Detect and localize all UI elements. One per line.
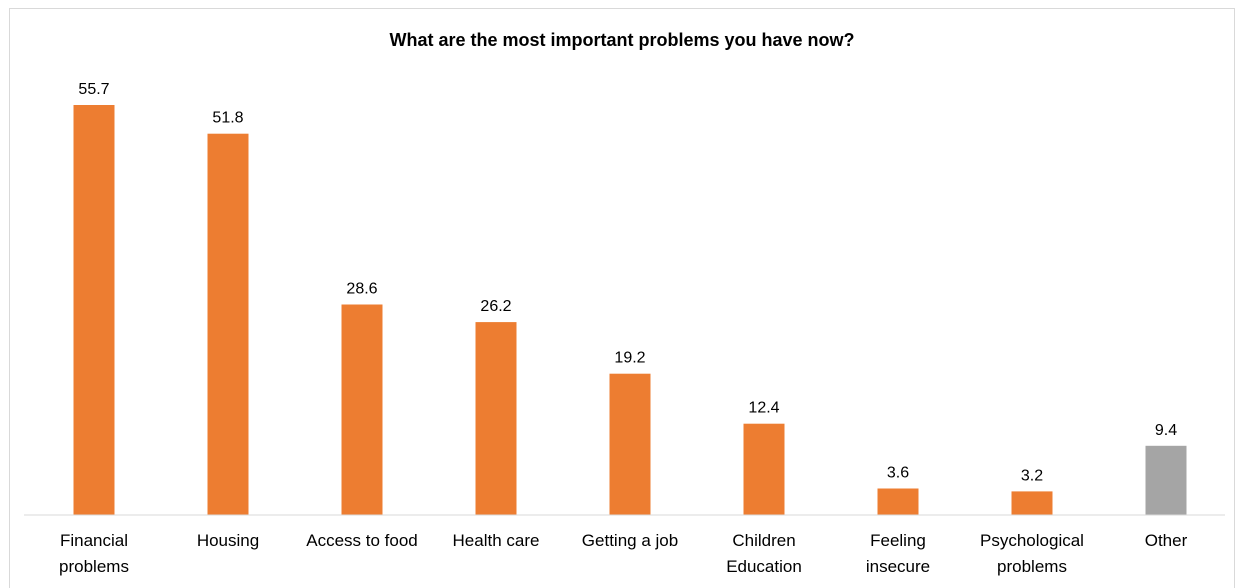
category-label: Psychological <box>980 531 1084 550</box>
category-label: insecure <box>866 557 930 576</box>
bar <box>1011 491 1053 515</box>
category-label: problems <box>997 557 1067 576</box>
category-label: Education <box>726 557 802 576</box>
category-labels-group: Financial problems Housing Access to food He… <box>59 531 1188 576</box>
data-label: 55.7 <box>78 81 109 98</box>
data-label: 51.8 <box>212 110 243 127</box>
data-label: 12.4 <box>748 400 779 417</box>
data-label: 28.6 <box>346 281 377 298</box>
bar <box>1145 445 1187 515</box>
category-label: Health care <box>453 531 540 550</box>
category-label: Other <box>1145 531 1188 550</box>
chart-title: What are the most important problems you… <box>389 30 855 50</box>
bar <box>877 488 919 515</box>
bar <box>475 322 517 515</box>
data-label: 3.6 <box>887 465 909 482</box>
data-label: 9.4 <box>1155 422 1177 439</box>
category-label: Access to food <box>306 531 418 550</box>
bar <box>743 423 785 515</box>
data-label: 19.2 <box>614 350 645 367</box>
category-label: Housing <box>197 531 259 550</box>
data-label: 3.2 <box>1021 467 1043 484</box>
category-label: problems <box>59 557 129 576</box>
bars-group <box>73 105 1187 515</box>
category-label: Feeling <box>870 531 926 550</box>
category-label: Financial <box>60 531 128 550</box>
bar <box>73 105 115 515</box>
category-label: Children <box>732 531 795 550</box>
category-label: Getting a job <box>582 531 678 550</box>
data-label: 26.2 <box>480 298 511 315</box>
bar <box>609 373 651 515</box>
bar <box>341 304 383 515</box>
bar <box>207 133 249 515</box>
data-labels-group: 55.7 51.8 28.6 26.2 19.2 12.4 3.6 3.2 9.4 <box>78 81 1177 484</box>
